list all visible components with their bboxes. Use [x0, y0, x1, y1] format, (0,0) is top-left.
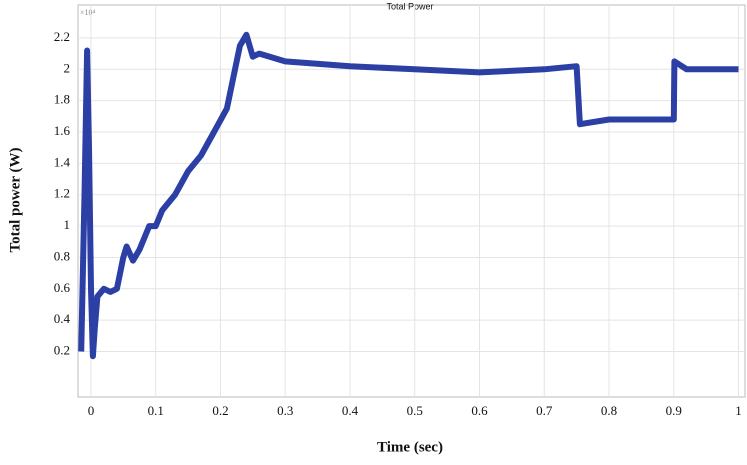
- x-tick-label: 0: [88, 403, 95, 418]
- y-tick-label: 0.8: [54, 248, 70, 263]
- x-tick-label: 0.6: [471, 403, 488, 418]
- y-tick-label: 1.2: [54, 186, 70, 201]
- y-tick-label: 2: [64, 60, 71, 75]
- y-multiplier: ×10⁴: [80, 8, 96, 17]
- x-tick-label: 0.3: [277, 403, 293, 418]
- x-tick-label: 0.1: [148, 403, 164, 418]
- x-tick-label: 1: [735, 403, 742, 418]
- x-tick-label: 0.5: [407, 403, 423, 418]
- x-axis-label: Time (sec): [377, 439, 443, 455]
- y-tick-label: 0.4: [54, 311, 71, 326]
- y-tick-label: 0.6: [54, 280, 71, 295]
- data-line: [78, 31, 739, 360]
- y-tick-label: 1.8: [54, 92, 70, 107]
- x-tick-label: 0.8: [601, 403, 617, 418]
- y-tick-label: 1.4: [54, 154, 71, 169]
- y-tick-label: 0.2: [54, 343, 70, 358]
- x-tick-label: 0.9: [666, 403, 682, 418]
- chart-title: Total Power: [386, 1, 433, 11]
- y-tick-label: 1.6: [54, 123, 71, 138]
- y-tick-label: 2.2: [54, 29, 70, 44]
- plot-area: [77, 4, 746, 398]
- y-axis-label: Total power (W): [7, 147, 23, 252]
- y-tick-label: 1: [64, 217, 71, 232]
- x-tick-label: 0.4: [342, 403, 359, 418]
- x-tick-label: 0.7: [536, 403, 553, 418]
- x-tick-label: 0.2: [212, 403, 228, 418]
